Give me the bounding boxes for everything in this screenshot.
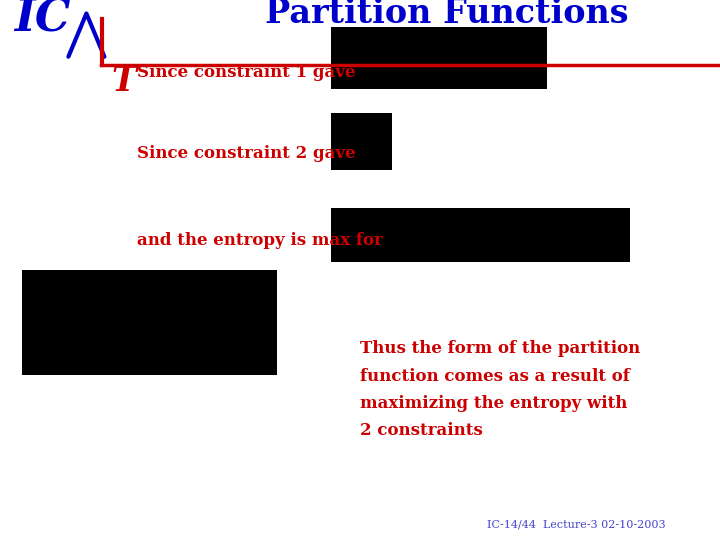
Text: IC: IC <box>14 0 71 40</box>
Text: Partition Functions: Partition Functions <box>265 0 628 30</box>
Text: IC-14/44  Lecture-3 02-10-2003: IC-14/44 Lecture-3 02-10-2003 <box>487 519 665 529</box>
Bar <box>331 208 630 262</box>
Text: and the entropy is max for: and the entropy is max for <box>137 232 382 249</box>
Text: Thus the form of the partition
function comes as a result of
maximizing the entr: Thus the form of the partition function … <box>360 340 640 440</box>
Text: Since constraint 1 gave: Since constraint 1 gave <box>137 64 355 82</box>
Bar <box>331 27 547 89</box>
Text: T: T <box>112 65 137 98</box>
Bar <box>331 113 392 170</box>
Bar <box>22 270 277 375</box>
Text: Since constraint 2 gave: Since constraint 2 gave <box>137 145 356 163</box>
